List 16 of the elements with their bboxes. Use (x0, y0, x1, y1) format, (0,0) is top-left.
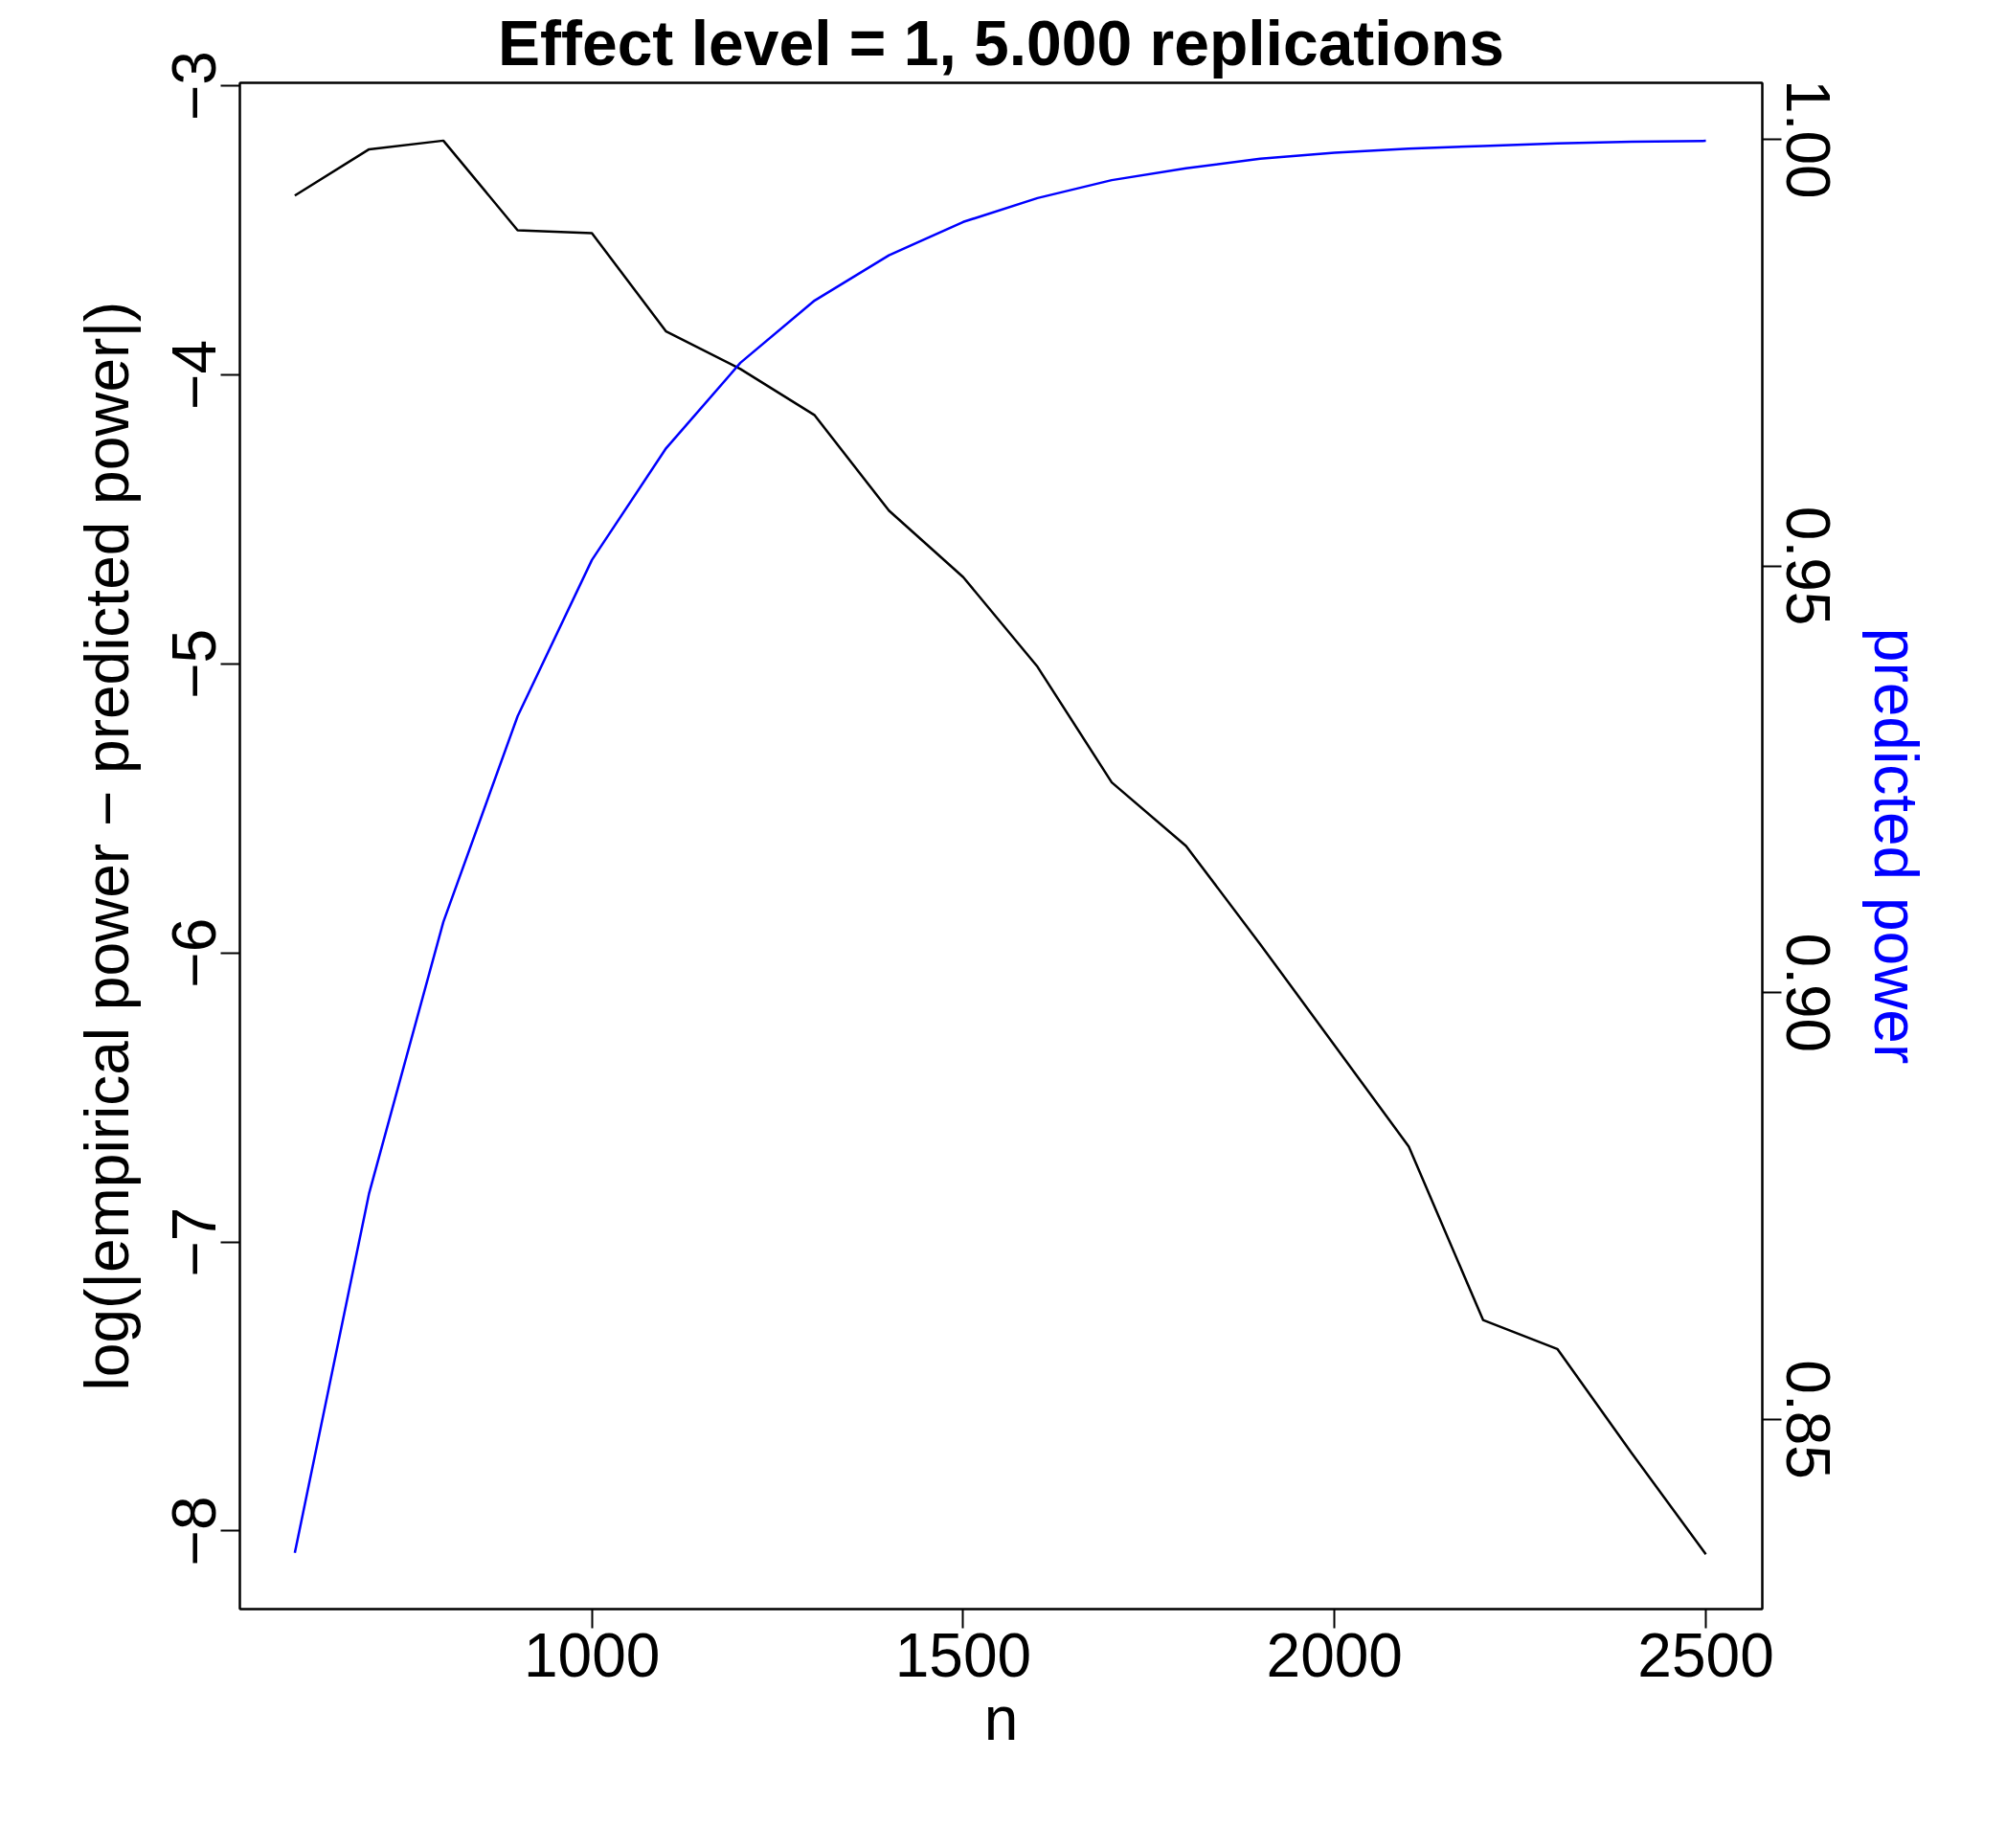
y-tick-label: −8 (160, 1496, 230, 1566)
y2-tick-label: 0.85 (1772, 1360, 1842, 1479)
x-tick-label: 2500 (1637, 1620, 1774, 1690)
y2-axis-title: predicted power (1860, 627, 1930, 1065)
x-tick-label: 1000 (523, 1620, 661, 1690)
y-tick-label: −6 (160, 917, 230, 988)
y2-tick-label: 0.90 (1772, 933, 1842, 1053)
y-tick-label: −5 (160, 628, 230, 699)
chart-title: Effect level = 1, 5.000 replications (497, 7, 1505, 79)
y2-tick-label: 1.00 (1772, 79, 1842, 199)
y-tick-label: −7 (160, 1206, 230, 1277)
y-tick-label: −4 (160, 339, 230, 410)
y-axis-title: log(|empirical power − predicted power|) (72, 301, 142, 1391)
x-tick-label: 2000 (1266, 1620, 1403, 1690)
y-tick-label: −3 (160, 51, 230, 121)
y2-tick-label: 0.95 (1772, 506, 1842, 626)
